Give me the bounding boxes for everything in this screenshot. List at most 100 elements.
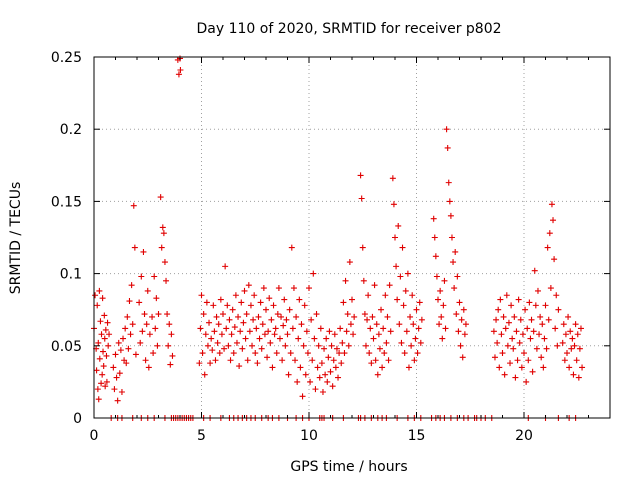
data-point bbox=[139, 328, 146, 335]
data-point bbox=[259, 321, 266, 328]
data-point bbox=[569, 335, 576, 342]
data-point bbox=[140, 248, 147, 255]
data-point bbox=[250, 316, 257, 323]
data-point bbox=[120, 335, 127, 342]
data-point bbox=[243, 311, 250, 318]
data-point bbox=[519, 331, 526, 338]
data-point bbox=[208, 335, 215, 342]
data-point bbox=[554, 342, 561, 349]
data-point bbox=[206, 319, 213, 326]
data-point bbox=[458, 316, 465, 323]
data-point bbox=[490, 328, 497, 335]
data-point bbox=[203, 299, 210, 306]
data-point bbox=[567, 328, 574, 335]
data-point bbox=[438, 313, 445, 320]
data-point bbox=[101, 335, 108, 342]
data-point bbox=[503, 292, 510, 299]
data-point bbox=[220, 311, 226, 318]
data-point bbox=[306, 285, 312, 292]
data-point bbox=[413, 306, 420, 313]
data-point bbox=[227, 357, 234, 364]
data-point bbox=[202, 331, 209, 338]
data-point bbox=[98, 331, 105, 338]
data-point bbox=[215, 321, 222, 328]
data-point bbox=[510, 345, 517, 352]
data-point bbox=[527, 335, 534, 342]
data-point bbox=[268, 316, 275, 323]
data-point bbox=[336, 350, 343, 357]
data-point bbox=[127, 331, 134, 338]
x-axis-label: GPS time / hours bbox=[290, 459, 407, 475]
x-tick-label: 5 bbox=[197, 428, 206, 444]
data-point bbox=[100, 348, 107, 355]
data-point bbox=[545, 316, 552, 323]
data-point bbox=[283, 316, 290, 323]
data-point bbox=[387, 328, 394, 335]
data-point bbox=[504, 342, 511, 349]
data-point bbox=[340, 299, 347, 306]
data-point bbox=[507, 360, 514, 367]
data-point bbox=[457, 342, 464, 349]
x-tick-label: 15 bbox=[408, 428, 426, 444]
data-point bbox=[272, 325, 279, 332]
data-point bbox=[531, 267, 538, 274]
data-point bbox=[245, 282, 252, 289]
data-point bbox=[501, 371, 508, 378]
data-point bbox=[376, 345, 383, 352]
data-point bbox=[508, 302, 515, 309]
data-point bbox=[299, 393, 306, 400]
data-point bbox=[213, 313, 220, 320]
data-point bbox=[153, 295, 160, 302]
data-point bbox=[323, 335, 330, 342]
data-point bbox=[92, 292, 99, 299]
data-point bbox=[131, 244, 138, 251]
data-point bbox=[249, 342, 256, 349]
data-point bbox=[292, 357, 299, 364]
data-point bbox=[324, 378, 331, 385]
data-point bbox=[326, 328, 333, 335]
data-point bbox=[273, 350, 280, 357]
data-point bbox=[211, 328, 218, 335]
data-point bbox=[403, 328, 410, 335]
data-point bbox=[342, 277, 349, 284]
data-point bbox=[264, 354, 271, 361]
data-point bbox=[362, 342, 369, 349]
data-point bbox=[389, 175, 396, 182]
data-point bbox=[225, 342, 232, 349]
data-point bbox=[460, 306, 467, 313]
data-point bbox=[166, 321, 173, 328]
data-point bbox=[105, 342, 112, 349]
data-point bbox=[493, 316, 500, 323]
data-point bbox=[126, 298, 133, 305]
data-point bbox=[288, 244, 295, 251]
data-point bbox=[100, 363, 107, 370]
data-point bbox=[122, 325, 129, 332]
x-tick-label: 0 bbox=[90, 428, 99, 444]
data-point bbox=[298, 321, 305, 328]
data-point bbox=[381, 350, 388, 357]
data-point bbox=[222, 263, 229, 270]
data-point bbox=[497, 296, 504, 303]
data-point bbox=[151, 273, 158, 280]
data-point bbox=[386, 282, 393, 289]
data-point bbox=[233, 339, 240, 346]
data-point bbox=[95, 396, 102, 403]
data-point bbox=[513, 328, 520, 335]
data-point bbox=[212, 357, 219, 364]
data-point bbox=[553, 292, 560, 299]
data-point bbox=[313, 311, 320, 318]
data-point bbox=[98, 380, 105, 387]
data-point bbox=[559, 339, 566, 346]
data-point bbox=[366, 350, 373, 357]
data-point bbox=[410, 321, 417, 328]
data-point bbox=[318, 360, 325, 367]
data-point bbox=[204, 342, 211, 349]
data-point bbox=[125, 345, 132, 352]
data-point bbox=[221, 345, 228, 352]
data-point bbox=[297, 364, 304, 371]
data-point bbox=[104, 319, 111, 326]
data-point bbox=[275, 285, 282, 292]
data-point bbox=[103, 352, 110, 359]
data-point bbox=[129, 321, 136, 328]
data-point bbox=[144, 287, 151, 294]
